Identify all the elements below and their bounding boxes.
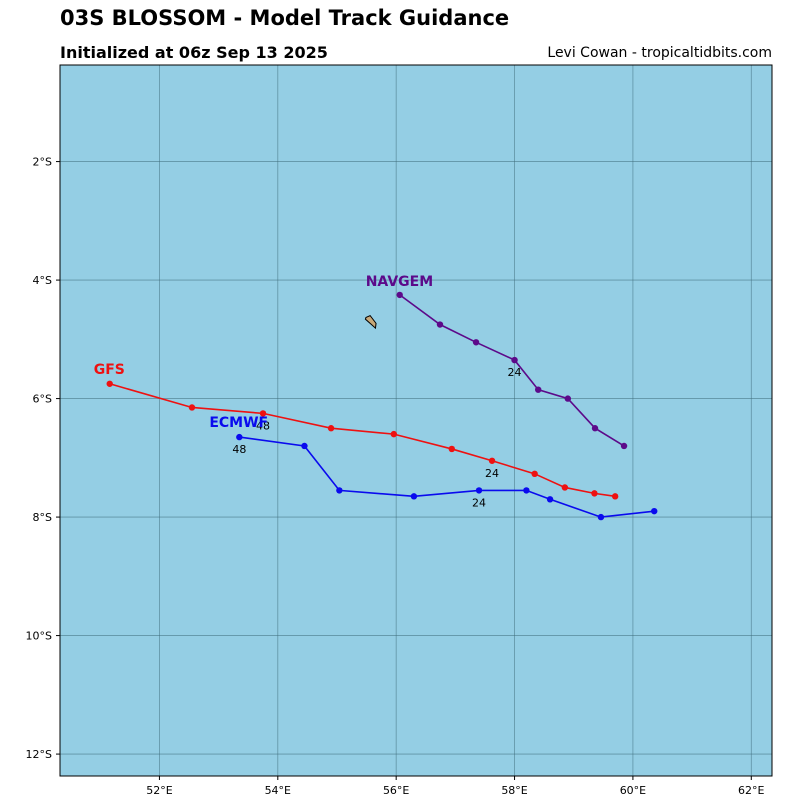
x-tick-label: 62°E — [738, 784, 764, 797]
track-point-gfs — [591, 490, 598, 497]
model-label-gfs: GFS — [94, 362, 125, 378]
track-point-ecmwf — [651, 507, 658, 515]
ocean-background — [60, 65, 772, 776]
track-point-navgem — [620, 442, 628, 450]
forecast-hour-label: 24 — [485, 467, 499, 480]
track-point-ecmwf — [475, 487, 483, 494]
track-point-gfs — [390, 430, 398, 438]
chart-subtitle: Initialized at 06z Sep 13 2025 — [60, 43, 328, 62]
y-tick-label: 4°S — [33, 274, 52, 287]
y-tick-label: 2°S — [33, 156, 52, 169]
model-label-ecmwf: ECMWF — [209, 415, 268, 431]
track-point-navgem — [472, 339, 480, 346]
track-point-gfs — [106, 380, 113, 387]
track-point-ecmwf — [597, 513, 605, 521]
map-frame — [59, 64, 773, 777]
y-tick-label: 6°S — [33, 393, 52, 406]
x-tick-label: 56°E — [383, 784, 409, 797]
track-line-navgem — [399, 294, 625, 447]
track-point-ecmwf — [410, 493, 418, 500]
track-point-navgem — [591, 425, 599, 432]
chart-title: 03S BLOSSOM - Model Track Guidance — [60, 6, 510, 30]
track-point-ecmwf — [546, 496, 554, 503]
track-point-navgem — [535, 386, 542, 393]
x-tick-label: 52°E — [146, 784, 172, 797]
y-tick-label: 10°S — [26, 630, 52, 643]
track-point-gfs — [561, 484, 569, 491]
track-point-gfs — [327, 425, 335, 432]
track-point-gfs — [531, 470, 538, 478]
model-label-navgem: NAVGEM — [366, 274, 433, 290]
track-point-navgem — [564, 395, 572, 402]
forecast-hour-label: 48 — [256, 419, 270, 432]
y-tick-label: 8°S — [33, 511, 52, 524]
track-point-gfs — [488, 457, 496, 464]
forecast-hour-label: 24 — [508, 366, 522, 379]
track-point-gfs — [188, 404, 196, 411]
track-point-gfs — [448, 445, 456, 453]
track-point-gfs — [259, 410, 267, 417]
track-point-navgem — [436, 321, 444, 328]
track-point-ecmwf — [523, 487, 530, 494]
forecast-hour-label: 48 — [232, 443, 246, 456]
track-point-navgem — [396, 291, 403, 299]
y-tick-label: 12°S — [26, 748, 52, 761]
track-point-ecmwf — [336, 487, 343, 494]
track-point-ecmwf — [236, 433, 243, 441]
credit-label: Levi Cowan - tropicaltidbits.com — [547, 45, 772, 61]
x-tick-label: 60°E — [620, 784, 646, 797]
track-point-navgem — [511, 356, 518, 364]
track-point-ecmwf — [301, 442, 308, 450]
x-tick-label: 58°E — [501, 784, 527, 797]
track-point-gfs — [611, 493, 619, 500]
island-shape — [364, 315, 377, 330]
x-tick-label: 54°E — [265, 784, 291, 797]
forecast-hour-label: 24 — [472, 496, 486, 509]
